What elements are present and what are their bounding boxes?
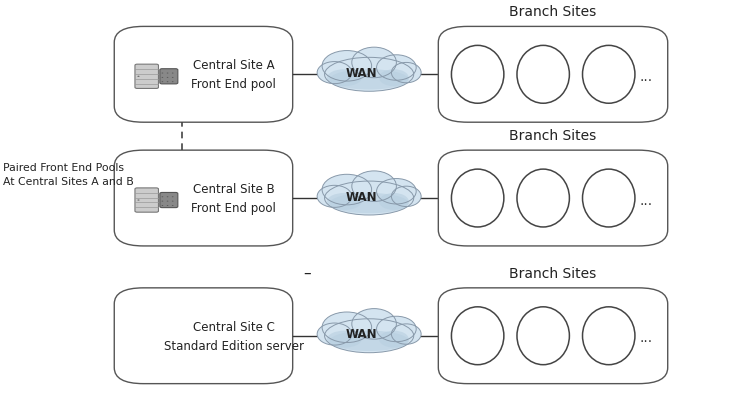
Ellipse shape: [352, 309, 396, 339]
Ellipse shape: [317, 63, 352, 85]
Text: Branch Sites: Branch Sites: [510, 129, 596, 143]
Ellipse shape: [162, 78, 163, 79]
Ellipse shape: [325, 58, 414, 92]
FancyBboxPatch shape: [135, 65, 159, 89]
Text: Central Site A
Front End pool: Central Site A Front End pool: [192, 59, 276, 91]
Ellipse shape: [352, 48, 396, 79]
Ellipse shape: [325, 182, 414, 215]
Ellipse shape: [172, 205, 173, 207]
Ellipse shape: [167, 78, 168, 79]
Ellipse shape: [162, 73, 163, 74]
Ellipse shape: [330, 331, 409, 351]
Ellipse shape: [452, 46, 504, 104]
Ellipse shape: [172, 78, 173, 79]
FancyBboxPatch shape: [439, 27, 667, 123]
Text: ...: ...: [640, 193, 653, 207]
Ellipse shape: [137, 200, 140, 201]
Text: –: –: [303, 265, 311, 280]
Ellipse shape: [452, 307, 504, 365]
Ellipse shape: [172, 82, 173, 83]
Ellipse shape: [327, 70, 362, 87]
Ellipse shape: [167, 201, 168, 202]
Ellipse shape: [583, 307, 635, 365]
Text: WAN: WAN: [346, 328, 378, 340]
Ellipse shape: [322, 51, 371, 82]
Ellipse shape: [325, 319, 414, 353]
Text: ...: ...: [640, 70, 653, 83]
Ellipse shape: [172, 197, 173, 198]
Ellipse shape: [391, 324, 421, 344]
Text: Central Site C
Standard Edition server: Central Site C Standard Edition server: [164, 320, 304, 352]
Ellipse shape: [391, 63, 421, 83]
Ellipse shape: [330, 70, 409, 90]
FancyBboxPatch shape: [439, 288, 667, 384]
Ellipse shape: [376, 316, 416, 342]
FancyBboxPatch shape: [439, 151, 667, 246]
Ellipse shape: [352, 172, 396, 202]
FancyBboxPatch shape: [160, 193, 178, 208]
Ellipse shape: [162, 197, 163, 198]
Ellipse shape: [583, 46, 635, 104]
FancyBboxPatch shape: [160, 69, 178, 85]
Text: WAN: WAN: [346, 67, 378, 80]
Text: ...: ...: [640, 330, 653, 344]
Ellipse shape: [330, 193, 409, 214]
Ellipse shape: [379, 70, 409, 87]
Ellipse shape: [517, 46, 569, 104]
Ellipse shape: [322, 175, 371, 205]
Text: Branch Sites: Branch Sites: [510, 5, 596, 19]
Text: Paired Front End Pools
At Central Sites A and B: Paired Front End Pools At Central Sites …: [3, 163, 134, 186]
Ellipse shape: [317, 186, 352, 208]
Ellipse shape: [391, 187, 421, 207]
Ellipse shape: [327, 193, 362, 211]
FancyBboxPatch shape: [135, 188, 159, 213]
Ellipse shape: [167, 205, 168, 207]
Ellipse shape: [376, 56, 416, 81]
Ellipse shape: [162, 201, 163, 202]
FancyBboxPatch shape: [114, 27, 292, 123]
Ellipse shape: [167, 82, 168, 83]
FancyBboxPatch shape: [114, 151, 292, 246]
FancyBboxPatch shape: [114, 288, 292, 384]
Ellipse shape: [172, 73, 173, 74]
Ellipse shape: [379, 331, 409, 348]
Ellipse shape: [167, 73, 168, 74]
Ellipse shape: [583, 170, 635, 227]
Ellipse shape: [517, 307, 569, 365]
Ellipse shape: [137, 77, 140, 78]
Ellipse shape: [162, 205, 163, 207]
Ellipse shape: [167, 197, 168, 198]
Text: WAN: WAN: [346, 190, 378, 203]
Ellipse shape: [376, 179, 416, 205]
Ellipse shape: [379, 193, 409, 211]
Ellipse shape: [162, 82, 163, 83]
Ellipse shape: [327, 331, 362, 348]
Ellipse shape: [452, 170, 504, 227]
Ellipse shape: [322, 312, 371, 343]
Text: Branch Sites: Branch Sites: [510, 266, 596, 280]
Text: Central Site B
Front End pool: Central Site B Front End pool: [192, 182, 276, 215]
Ellipse shape: [517, 170, 569, 227]
Ellipse shape: [317, 323, 352, 345]
Ellipse shape: [172, 201, 173, 202]
